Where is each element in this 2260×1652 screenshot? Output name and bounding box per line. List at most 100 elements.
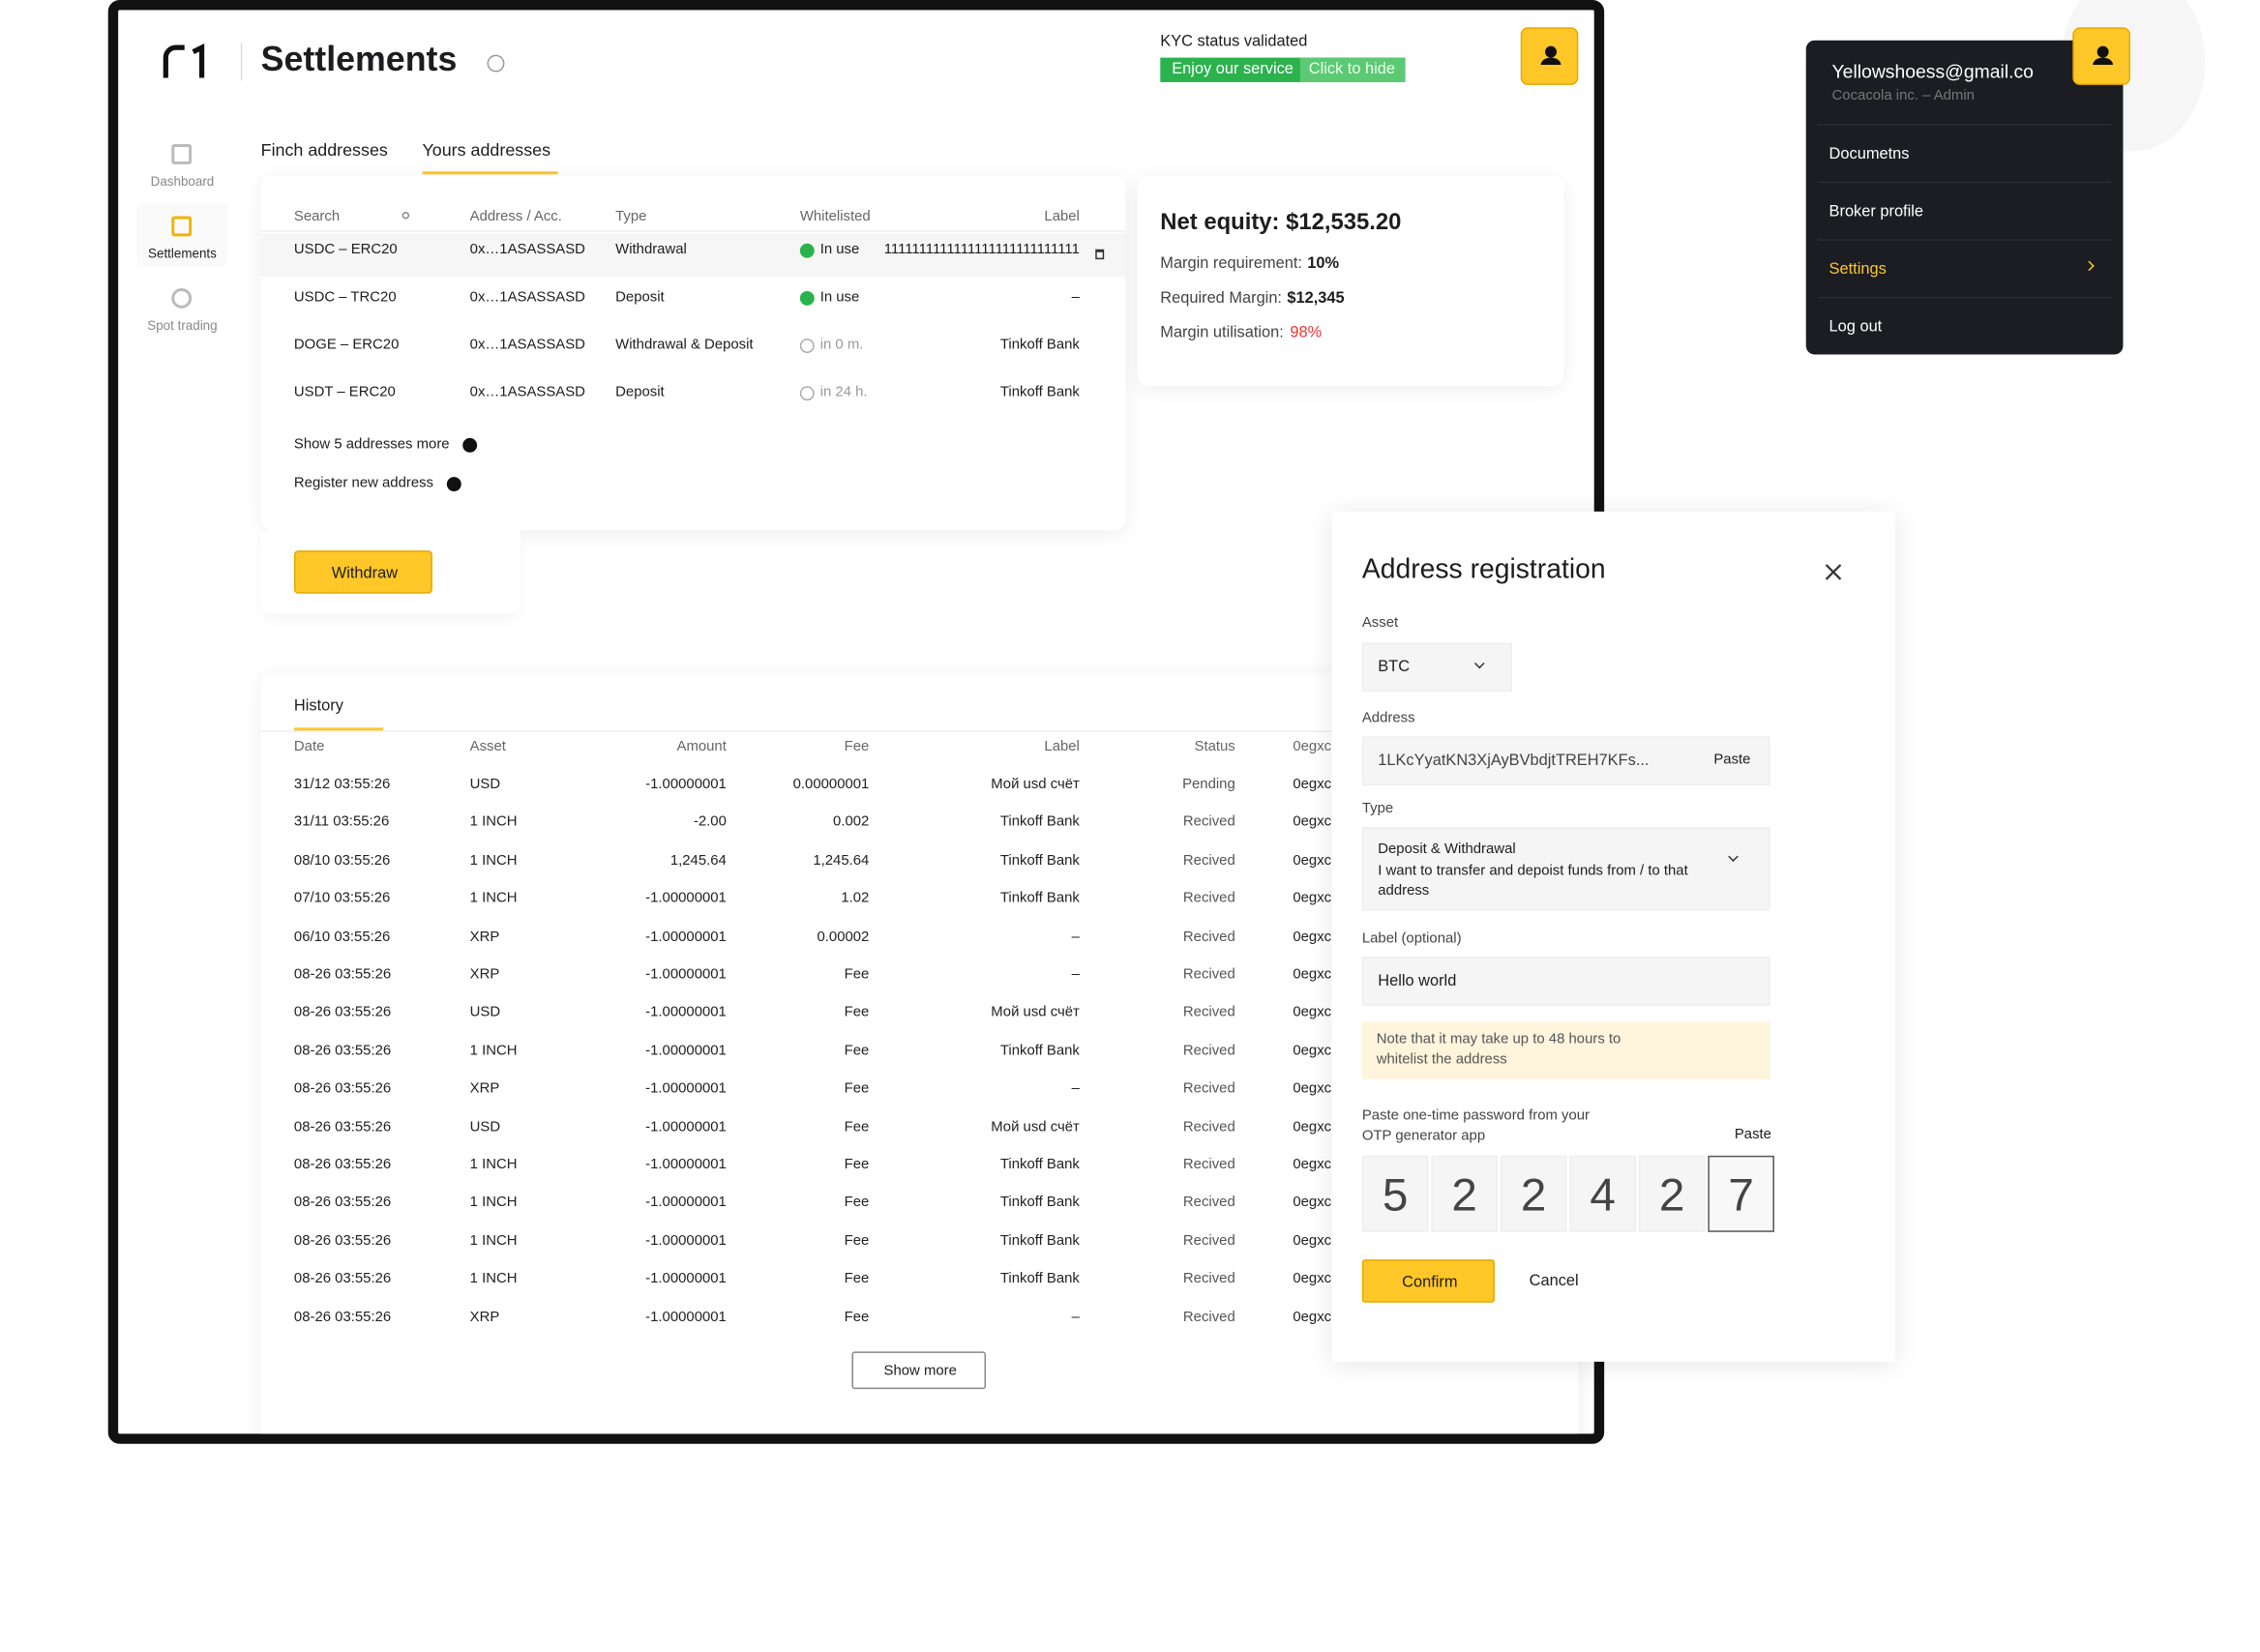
history-cell: Fee — [844, 966, 870, 984]
avatar-button[interactable] — [1520, 27, 1579, 85]
history-cell: Recived — [1182, 1232, 1235, 1250]
history-cell: -2.00 — [693, 814, 727, 831]
address-input[interactable]: 1LKcYyatKN3XjAyBVbdjtTREH7KFs... Paste — [1361, 736, 1770, 785]
history-cell: 08-26 03:55:26 — [293, 1195, 392, 1212]
kyc-hide[interactable]: Click to hide — [1308, 60, 1396, 78]
sidebar-label[interactable]: Settlements — [148, 246, 217, 261]
withdraw-button[interactable]: Withdraw — [293, 550, 432, 594]
history-cell: Fee — [844, 1157, 870, 1173]
cancel-button[interactable]: Cancel — [1529, 1272, 1579, 1290]
address-modal: Address registration Asset BTC Address 1LKcY… — [1331, 511, 1896, 1362]
menu-email: Yellowshoess@gmail.co — [1831, 60, 2034, 82]
history-cell: – — [1071, 929, 1080, 945]
history-cell: 0egxc — [1293, 1004, 1332, 1021]
otp-paste[interactable]: Paste — [1734, 1127, 1771, 1143]
field-label: Type — [1361, 801, 1394, 817]
menu-role: Cocacola inc. – Admin — [1831, 87, 1975, 104]
history-cell: -1.00000001 — [645, 777, 727, 793]
menu-item[interactable]: Documetns — [1829, 145, 1910, 163]
menu-separator — [1817, 239, 2112, 241]
history-cell: 0egxc — [1293, 852, 1332, 870]
withdraw-label: Withdraw — [331, 565, 399, 582]
menu-item[interactable]: Settings — [1829, 260, 1887, 279]
trash-icon[interactable] — [1095, 249, 1105, 260]
kyc-hide-bg[interactable] — [1299, 57, 1406, 82]
label-input[interactable]: Hello world — [1361, 957, 1770, 1006]
otp-digit: 4 — [1590, 1168, 1616, 1221]
confirm-button[interactable]: Confirm — [1361, 1259, 1495, 1303]
history-cell: Tinkoff Bank — [999, 1195, 1080, 1212]
history-cell: Recived — [1182, 1004, 1235, 1021]
tab[interactable]: Finch addresses — [260, 139, 388, 161]
menu-separator — [1817, 181, 2112, 184]
history-header: Date — [293, 739, 325, 755]
close-button[interactable] — [1825, 564, 1842, 581]
history-header: Fee — [844, 739, 870, 755]
search-icon — [401, 212, 410, 220]
chevron-dot — [462, 437, 478, 453]
menu-item[interactable]: Log out — [1829, 318, 1883, 337]
otp-box[interactable]: 2 — [1638, 1155, 1706, 1232]
history-cell: XRP — [469, 966, 500, 984]
sidebar-icon — [171, 287, 193, 309]
history-cell: Recived — [1182, 1195, 1235, 1212]
history-cell: Recived — [1182, 966, 1235, 984]
otp-box[interactable]: 4 — [1569, 1155, 1636, 1232]
history-cell: Tinkoff Bank — [999, 890, 1080, 907]
avatar-button[interactable] — [2072, 27, 2130, 85]
confirm-label: Confirm — [1402, 1273, 1458, 1291]
register-link[interactable]: Register new address — [293, 475, 434, 492]
history-cell: -1.00000001 — [645, 1157, 727, 1173]
history-cell: 1 INCH — [469, 890, 518, 907]
history-cell: -1.00000001 — [645, 1271, 727, 1287]
column-header: Address / Acc. — [469, 209, 562, 225]
history-cell: Fee — [844, 1195, 870, 1212]
history-cell: – — [1071, 1080, 1080, 1098]
show-more-button[interactable]: Show more — [851, 1351, 987, 1390]
equity-card: Net equity: $12,535.20 Margin requirement… — [1137, 175, 1564, 387]
history-cell: 1 INCH — [469, 852, 518, 870]
history-cell: Fee — [844, 1043, 870, 1059]
history-cell: 1 INCH — [469, 1157, 518, 1173]
address-cell: In use — [819, 242, 860, 258]
otp-box[interactable]: 2 — [1431, 1155, 1498, 1232]
otp-label: Paste one-time password from your OTP ge… — [1361, 1107, 1591, 1144]
history-cell: 08-26 03:55:26 — [293, 1080, 392, 1098]
history-cell: 0egxc — [1293, 929, 1332, 945]
history-cell: 08-26 03:55:26 — [293, 966, 392, 984]
address-cell: Deposit — [615, 384, 665, 401]
otp-box[interactable]: 5 — [1361, 1155, 1429, 1232]
menu-item[interactable]: Broker profile — [1829, 203, 1924, 221]
history-cell: Recived — [1182, 890, 1235, 907]
sidebar-label[interactable]: Spot trading — [147, 318, 218, 334]
history-cell: 06/10 03:55:26 — [293, 929, 391, 945]
history-cell: Tinkoff Bank — [999, 1043, 1080, 1059]
history-cell: -1.00000001 — [645, 1232, 727, 1250]
history-cell: 0.00000001 — [792, 777, 870, 793]
history-cell: 1,245.64 — [813, 852, 870, 870]
otp-digit: 5 — [1382, 1168, 1409, 1221]
otp-box[interactable]: 7 — [1708, 1155, 1774, 1232]
label-value: Hello world — [1378, 972, 1457, 990]
status-dot — [799, 386, 815, 401]
tab[interactable]: Yours addresses — [422, 139, 551, 161]
sidebar-label[interactable]: Dashboard — [150, 174, 215, 190]
history-cell: – — [1071, 966, 1080, 984]
history-cell: 0egxc — [1293, 966, 1332, 984]
show-more-label: Show more — [883, 1363, 957, 1379]
asset-select[interactable]: BTC — [1361, 642, 1512, 693]
otp-box[interactable]: 2 — [1500, 1155, 1567, 1232]
history-cell: USD — [469, 777, 501, 793]
history-tab[interactable]: History — [293, 697, 343, 715]
status-dot — [799, 290, 815, 306]
history-cell: Fee — [844, 1309, 870, 1326]
history-cell: -1.00000001 — [645, 1118, 727, 1136]
history-tab-underline — [293, 727, 384, 731]
address-cell: 0x…1ASASSASD — [469, 384, 585, 401]
column-header: Label — [1044, 209, 1080, 225]
type-select[interactable]: Deposit & Withdrawal I want to transfer a… — [1361, 827, 1770, 911]
paste-button[interactable]: Paste — [1713, 752, 1751, 769]
show-more-link[interactable]: Show 5 addresses more — [293, 436, 450, 453]
history-cell: 0egxc — [1293, 1232, 1332, 1250]
history-cell: -1.00000001 — [645, 929, 727, 945]
